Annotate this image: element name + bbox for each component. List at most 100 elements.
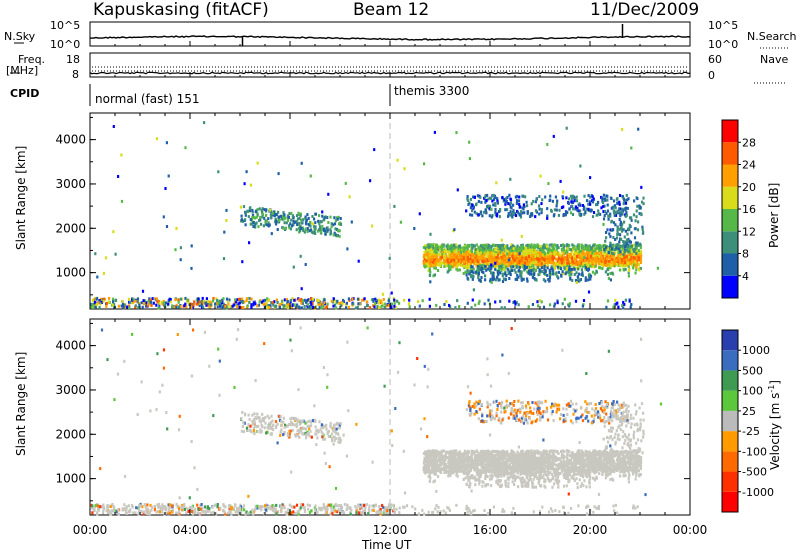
echo-cell [445, 244, 448, 248]
echo-cell [602, 201, 605, 204]
echo-cell [112, 509, 115, 513]
echo-cell [526, 243, 529, 247]
echo-cell [551, 267, 554, 271]
echo-cell [518, 203, 521, 206]
echo-cell [506, 244, 509, 248]
echo-cell [251, 413, 254, 417]
echo-cell [321, 224, 324, 228]
echo-cell [635, 268, 638, 272]
echo-cell [637, 253, 640, 257]
echo-cell [609, 261, 612, 265]
echo-cell [131, 298, 134, 302]
echo-cell [336, 217, 339, 221]
echo-cell [614, 251, 617, 255]
echo-cell [635, 241, 638, 245]
echo-cell [433, 262, 436, 266]
echo-cell [314, 508, 317, 512]
echo-cell [157, 502, 161, 506]
echo-cell [462, 246, 465, 250]
echo-cell [243, 300, 246, 304]
echo-cell [273, 506, 276, 510]
echo-cell [309, 224, 312, 228]
echo-cell [323, 298, 326, 302]
echo-cell [619, 220, 622, 224]
echo-cell [553, 304, 556, 308]
echo-cell [224, 505, 227, 509]
echo-cell [517, 303, 520, 307]
echo-cell [370, 298, 374, 302]
echo-cell [270, 210, 273, 214]
echo-cell [106, 507, 109, 510]
echo-cell [321, 210, 324, 214]
echo-cell [229, 304, 232, 308]
echo-cell [109, 511, 113, 515]
echo-cell [390, 291, 393, 295]
echo-cell [313, 217, 316, 221]
echo-cell [195, 302, 198, 306]
echo-cell [330, 222, 333, 226]
echo-cell [469, 270, 472, 274]
echo-cell [471, 203, 474, 207]
echo-cell [455, 267, 458, 271]
echo-cell [394, 299, 397, 303]
echo-cell [485, 211, 488, 215]
echo-cell [462, 272, 465, 275]
echo-cell [244, 223, 247, 227]
echo-cell [466, 248, 469, 252]
echo-cell [509, 273, 512, 277]
echo-cell [316, 229, 320, 233]
echo-cell [492, 271, 495, 275]
echo-cell [629, 262, 632, 266]
echo-cell [468, 272, 471, 276]
echo-cell [333, 222, 337, 226]
echo-cell [486, 512, 490, 516]
echo-cell [250, 222, 253, 226]
echo-cell [564, 213, 567, 217]
echo-cell [560, 206, 564, 210]
echo-cell [477, 200, 480, 204]
echo-cell [481, 270, 484, 274]
echo-cell [111, 502, 114, 506]
echo-cell [408, 305, 411, 309]
echo-cell [570, 200, 573, 204]
echo-cell [282, 226, 285, 230]
echo-cell [279, 433, 282, 437]
freq-label-1: Freq. [18, 53, 46, 66]
echo-cell [273, 300, 276, 304]
echo-cell [626, 239, 629, 243]
echo-cell [336, 299, 339, 303]
echo-cell [562, 252, 565, 256]
echo-cell [486, 267, 490, 271]
echo-cell [548, 247, 551, 251]
echo-cell [527, 255, 531, 258]
echo-cell [578, 243, 581, 247]
echo-cell [320, 430, 323, 434]
echo-cell [615, 302, 618, 306]
echo-cell [167, 511, 170, 515]
echo-cell [325, 505, 328, 509]
echo-cell [165, 141, 168, 145]
echo-cell [621, 251, 624, 255]
echo-cell [486, 255, 489, 259]
echo-cell [546, 142, 549, 146]
echo-cell [272, 428, 275, 432]
echo-cell [291, 214, 294, 218]
echo-cell [366, 304, 369, 308]
echo-cell [526, 246, 530, 250]
echo-cell [428, 249, 431, 253]
echo-cell [595, 269, 598, 273]
echo-cell [521, 247, 524, 251]
echo-cell [319, 230, 322, 234]
echo-cell [531, 269, 534, 273]
echo-cell [612, 221, 616, 225]
echo-cell [242, 306, 245, 309]
echo-cell [622, 202, 625, 206]
echo-cell [467, 203, 470, 206]
echo-cell [190, 505, 194, 509]
echo-cell [455, 261, 458, 265]
echo-cell [629, 305, 632, 309]
echo-cell [441, 261, 444, 265]
echo-cell [240, 508, 243, 512]
echo-cell [481, 214, 484, 218]
echo-cell [549, 303, 552, 307]
